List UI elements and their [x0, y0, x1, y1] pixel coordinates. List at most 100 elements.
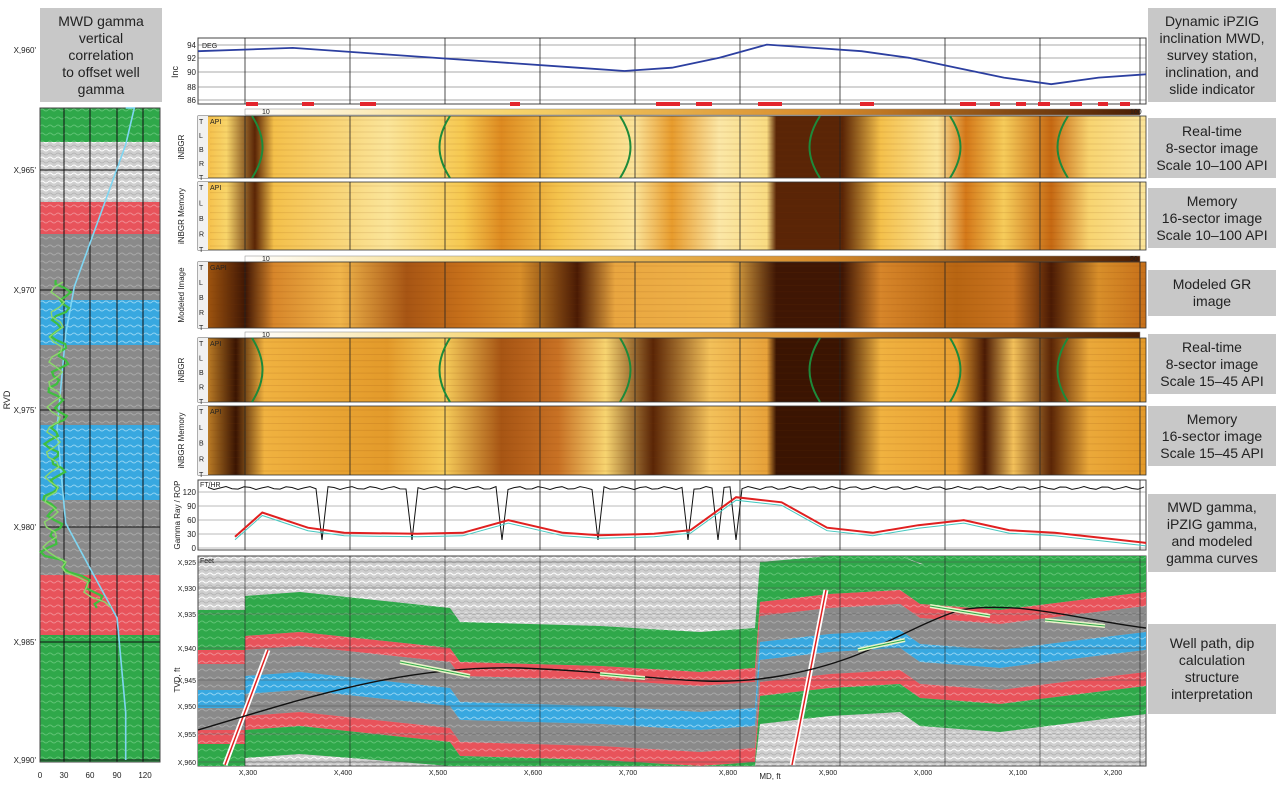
sector-letter: B — [199, 216, 204, 223]
annotation-gamma-curves: MWD gamma, iPZIG gamma, and modeled gamm… — [1148, 494, 1276, 572]
left-band — [40, 635, 160, 762]
image-unit: GAPI — [210, 265, 227, 272]
image-track-label: Modeled Image — [177, 267, 186, 323]
scale-min-label: 10 — [262, 332, 270, 339]
md-tick-label: X,900 — [819, 770, 837, 777]
annotation-line: structure — [1184, 669, 1240, 685]
color-scale-bar — [244, 331, 1141, 339]
slide-indicator — [1070, 102, 1082, 106]
sector-letter: T — [199, 175, 204, 182]
left-axis-label: RVD — [2, 390, 12, 409]
inc-tick-label: 90 — [187, 68, 196, 77]
dip-marker — [1044, 619, 1106, 627]
dip-sinusoid — [251, 115, 264, 179]
annotation-line: 8-sector image — [1165, 355, 1259, 372]
dip-sinusoid — [1056, 115, 1069, 179]
sector-letter: L — [199, 356, 203, 363]
dip-sinusoid — [438, 337, 451, 403]
sector-letter: L — [199, 280, 203, 287]
image-track — [197, 337, 1147, 403]
slide-indicator — [302, 102, 314, 106]
annotation-line: MWD gamma, — [1167, 499, 1257, 515]
tvd-tick-label: X,955 — [178, 732, 196, 739]
gamma-tick-label: 30 — [187, 530, 196, 539]
sector-letter: T — [199, 341, 204, 348]
annotation-line: gamma curves — [1166, 550, 1258, 566]
dip-sinusoid — [619, 115, 632, 179]
tvd-tick-label: X,945 — [178, 678, 196, 685]
sector-letter: B — [199, 295, 204, 302]
image-unit: API — [210, 409, 221, 416]
mwd-gamma-curve — [41, 281, 112, 608]
inc-tick-label: 86 — [187, 96, 196, 105]
left-band — [40, 142, 160, 202]
inc-tick-label: 94 — [187, 41, 196, 50]
slide-indicator — [246, 102, 258, 106]
dip-marker — [399, 661, 471, 677]
left-x-tick: 120 — [138, 771, 152, 780]
sector-letter: T — [199, 399, 204, 406]
annotation-line: inclination MWD, — [1159, 29, 1265, 46]
tvd-unit: Feet — [200, 558, 214, 565]
left-title-line: MWD gamma — [58, 12, 144, 29]
annotation-line: Memory — [1186, 410, 1238, 427]
tvd-tick-label: X,935 — [178, 612, 196, 619]
dip-marker — [929, 605, 991, 617]
annotation-memory-1: Memory 16-sector image Scale 10–100 API — [1148, 188, 1276, 248]
image-track-margin — [198, 262, 208, 328]
structure-layer — [760, 556, 1146, 570]
left-title-line: to offset well — [62, 63, 140, 80]
annotation-line: Modeled GR — [1172, 276, 1252, 292]
gamma-tick-label: 60 — [187, 516, 196, 525]
sector-letter: L — [199, 133, 203, 140]
rop-curve — [207, 485, 1145, 541]
fault-line — [791, 589, 827, 766]
annotation-memory-2: Memory 16-sector image Scale 15–45 API — [1148, 406, 1276, 466]
inclination-curve — [197, 43, 1147, 86]
left-depth-tick: X,975' — [14, 406, 37, 415]
slide-indicator — [696, 102, 712, 106]
left-x-tick: 90 — [113, 771, 122, 780]
annotation-line: survey station, — [1166, 46, 1258, 63]
annotation-line: iPZIG gamma, — [1166, 516, 1258, 532]
md-tick-label: X,200 — [1104, 770, 1122, 777]
left-band — [40, 108, 160, 142]
left-x-tick: 0 — [38, 771, 43, 780]
tvd-tick-label: X,960 — [178, 760, 196, 767]
slide-indicator — [1016, 102, 1026, 106]
sector-letter: R — [199, 385, 204, 392]
left-depth-tick: X,985' — [14, 638, 37, 647]
dip-sinusoid — [808, 337, 821, 403]
annotation-realtime-2: Real-time 8-sector image Scale 15–45 API — [1148, 334, 1276, 394]
annotation-line: Memory — [1186, 192, 1238, 209]
sector-letter: R — [199, 161, 204, 168]
image-track — [197, 405, 1147, 476]
annotation-line: Scale 15–45 API — [1160, 444, 1264, 461]
tvd-tick-label: X,925 — [178, 560, 196, 567]
annotation-realtime-1: Real-time 8-sector image Scale 10–100 AP… — [1148, 118, 1276, 178]
slide-indicator — [656, 102, 680, 106]
annotation-line: and modeled — [1171, 533, 1253, 549]
md-tick-label: X,500 — [429, 770, 447, 777]
left-x-tick: 30 — [60, 771, 69, 780]
left-depth-tick: X,990' — [14, 756, 37, 765]
inc-axis-label: Inc — [170, 66, 180, 79]
gamma-tick-label: 0 — [192, 544, 197, 553]
md-tick-label: X,800 — [719, 770, 737, 777]
tvd-axis-label: TVD, ft — [173, 667, 182, 693]
structure-layer — [198, 556, 1146, 672]
dip-sinusoid — [438, 115, 451, 179]
sector-letter: T — [199, 119, 204, 126]
left-depth-tick: X,970' — [14, 286, 37, 295]
dip-marker — [599, 673, 646, 679]
slide-indicator — [1038, 102, 1050, 106]
sector-letter: L — [199, 201, 203, 208]
annotation-line: Scale 15–45 API — [1160, 372, 1264, 389]
dip-sinusoid — [949, 115, 962, 179]
slide-indicator — [1098, 102, 1108, 106]
left-depth-tick: X,980' — [14, 523, 37, 532]
dip-sinusoid — [251, 337, 264, 403]
image-unit: API — [210, 341, 221, 348]
gamma-tick-label: 120 — [183, 488, 197, 497]
